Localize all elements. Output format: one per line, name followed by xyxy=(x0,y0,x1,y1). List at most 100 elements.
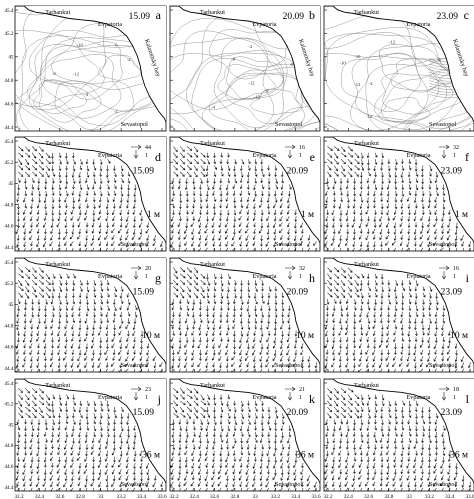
current-vector xyxy=(212,444,215,450)
current-vector xyxy=(16,419,20,425)
current-vector xyxy=(200,400,207,406)
current-vector xyxy=(359,203,363,210)
current-vector xyxy=(239,425,243,432)
current-vector xyxy=(308,368,311,372)
current-vector xyxy=(85,292,89,299)
current-vector xyxy=(365,209,369,215)
current-vector xyxy=(436,190,439,197)
current-vector xyxy=(111,209,115,216)
current-vector xyxy=(193,165,198,171)
current-vector xyxy=(380,159,384,166)
current-vector xyxy=(380,318,383,324)
current-vector xyxy=(23,216,26,222)
current-vector xyxy=(324,368,328,372)
current-vector xyxy=(435,444,438,451)
current-vector xyxy=(191,241,195,247)
contour-line xyxy=(201,72,320,131)
coastline xyxy=(324,379,474,484)
current-vector xyxy=(366,469,370,476)
current-vector xyxy=(287,324,291,331)
current-vector xyxy=(25,280,30,286)
current-vector xyxy=(234,178,238,184)
current-vector xyxy=(407,444,411,450)
current-vector xyxy=(252,475,256,482)
current-vector xyxy=(111,469,115,475)
current-vector xyxy=(408,425,412,432)
current-vector xyxy=(439,247,444,251)
current-vector xyxy=(408,438,412,443)
current-vector xyxy=(267,171,271,177)
current-vector xyxy=(140,330,144,337)
y-tick-label: 45.2 xyxy=(4,281,13,287)
current-vector xyxy=(280,462,283,469)
current-vector xyxy=(18,159,23,166)
current-vector xyxy=(184,475,188,481)
current-vector xyxy=(77,330,81,337)
current-vector xyxy=(359,286,363,292)
scale-value: 20 xyxy=(145,266,151,272)
current-vector xyxy=(392,216,396,221)
current-vector xyxy=(45,152,51,159)
current-vector xyxy=(428,311,432,317)
current-vector xyxy=(400,456,404,463)
label-evpatoria: Evpatoria xyxy=(98,152,122,159)
current-vector xyxy=(213,178,216,185)
current-vector xyxy=(240,406,244,413)
current-vector xyxy=(197,362,201,368)
current-vector xyxy=(415,400,419,407)
current-vector xyxy=(214,273,217,280)
y-tick-label: 44.8 xyxy=(4,78,13,84)
current-vector xyxy=(98,450,102,457)
current-vector xyxy=(207,299,210,304)
current-vector xyxy=(93,190,96,196)
current-vector xyxy=(118,330,122,336)
current-vector xyxy=(455,222,459,229)
current-vector xyxy=(17,431,21,438)
current-vector xyxy=(57,425,61,431)
label-tarhankut: Tarhankut xyxy=(45,140,70,147)
current-vector xyxy=(330,241,335,246)
current-vector xyxy=(254,159,258,165)
contour-line xyxy=(391,58,457,91)
current-vector xyxy=(18,267,24,273)
current-vector xyxy=(442,190,446,197)
current-vector xyxy=(50,356,54,362)
current-vector xyxy=(233,425,237,432)
current-vector xyxy=(414,203,418,209)
current-vector xyxy=(359,241,363,248)
current-vector xyxy=(253,222,256,228)
current-vector xyxy=(92,184,95,190)
current-vector xyxy=(23,311,27,318)
current-vector xyxy=(93,165,97,171)
coastline xyxy=(170,137,320,244)
current-vector xyxy=(49,362,54,368)
current-vector xyxy=(57,362,61,369)
current-vector xyxy=(367,165,371,171)
contour-label: -10 xyxy=(77,43,84,48)
current-vector xyxy=(366,311,369,318)
current-vector xyxy=(254,165,258,172)
current-vector xyxy=(419,481,424,488)
current-vector xyxy=(360,330,364,336)
current-vector xyxy=(281,311,285,318)
current-vector xyxy=(125,343,129,349)
current-vector xyxy=(266,343,270,350)
current-vector xyxy=(340,406,346,413)
current-vector xyxy=(64,456,68,463)
current-vector xyxy=(252,235,256,241)
current-vector xyxy=(113,456,116,463)
current-vector xyxy=(225,349,229,356)
current-vector xyxy=(85,159,89,165)
current-vector xyxy=(200,159,206,165)
current-vector xyxy=(441,241,444,248)
current-vector xyxy=(358,235,362,240)
current-vector xyxy=(84,362,88,369)
scale-arrow-right xyxy=(131,265,142,271)
current-vector xyxy=(414,165,418,172)
current-vector xyxy=(159,362,163,368)
current-vector xyxy=(314,362,318,369)
current-vector xyxy=(246,216,250,222)
scale-arrow-down xyxy=(133,271,139,280)
current-vector xyxy=(388,400,392,407)
current-vector xyxy=(231,241,236,247)
